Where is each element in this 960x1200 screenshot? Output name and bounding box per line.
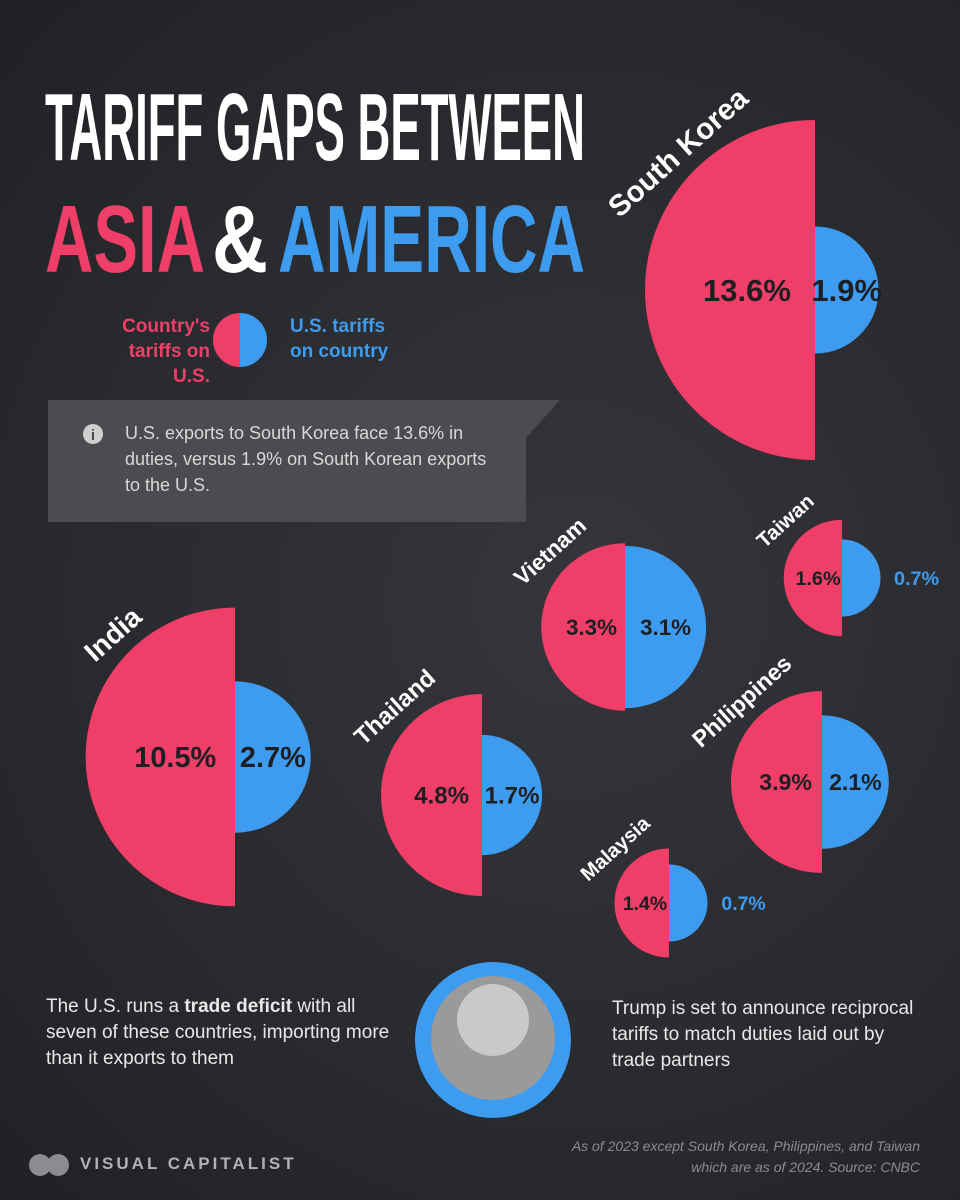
source: As of 2023 except South Korea, Philippin… [571,1138,920,1175]
legend-left: Country's tariffs on U.S. [122,316,210,387]
us-half [482,734,543,856]
us-half [235,681,311,833]
value-label: 1.6% [795,568,841,590]
value-label: 2.1% [829,769,882,795]
title: AMERICA [278,186,585,293]
country-half [614,848,669,958]
note-text: The U.S. runs a [46,996,185,1017]
us-half [625,545,707,709]
value-label: 4.8% [414,782,469,809]
callout-box [48,400,526,522]
country-half [783,519,842,637]
note-text: with all seven of these countries, impor… [46,996,390,1069]
country-half [541,543,625,711]
note-bold: trade deficit [184,996,293,1017]
value-label: 0.7% [721,893,765,915]
value-label: 1.4% [623,893,667,915]
callout-text: U.S. exports to South Korea face 13.6% i… [125,423,487,495]
value-label: 2.7% [240,742,306,774]
us-half [815,226,879,354]
legend-icon [240,313,267,367]
legend-right: U.S. tariffs on country [290,316,389,362]
title: ASIA [45,186,205,293]
value-label: 1.7% [485,782,540,809]
value-label: 3.1% [640,615,691,640]
note-left: The U.S. runs a trade deficit with all s… [46,994,396,1072]
value-label: 3.3% [566,615,617,640]
us-half [822,715,889,849]
title: TARIFF GAPS BETWEEN [45,74,585,181]
title: & [212,186,268,293]
brand-logo [47,1154,69,1176]
country-half [85,607,235,907]
portrait-face [457,984,529,1056]
brand-logo [29,1154,51,1176]
info-icon-glyph: i [91,427,95,444]
value-label: 13.6% [703,273,791,308]
country-half [380,693,482,897]
us-half [842,539,881,617]
value-label: 1.9% [811,273,882,308]
value-label: 3.9% [759,769,812,795]
brand: VISUAL CAPITALIST [80,1154,297,1173]
value-label: 0.7% [894,568,940,590]
note-right: Trump is set to announce reciprocal tari… [612,998,914,1071]
value-label: 10.5% [134,742,216,774]
country-half [644,119,815,461]
country-half [730,690,822,874]
legend-icon [213,313,240,367]
us-half [669,864,708,942]
info-icon [83,424,103,444]
